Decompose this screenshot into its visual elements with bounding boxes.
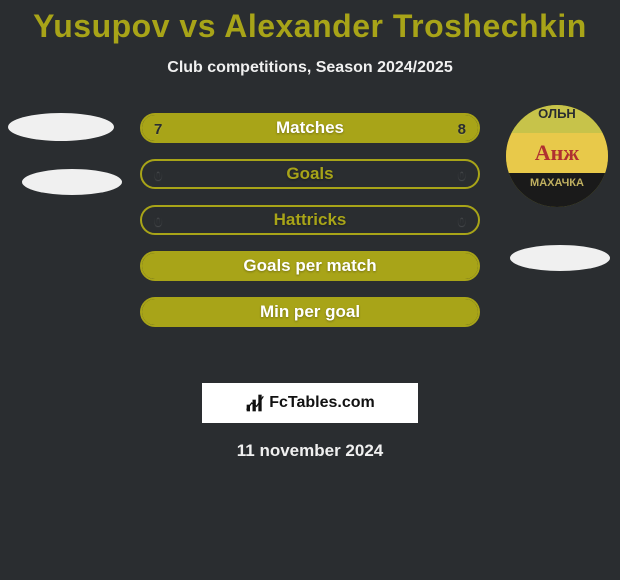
stat-bar: 7 8 Matches	[140, 113, 480, 143]
stat-bar: Min per goal	[140, 297, 480, 327]
badge-text-mid: Анж	[506, 133, 608, 173]
source-logo-text: FcTables.com	[269, 394, 375, 412]
player-right-avatar: ОЛЬН Анж МАХАЧКА	[502, 105, 612, 271]
club-badge: ОЛЬН Анж МАХАЧКА	[506, 105, 608, 207]
stat-label: Hattricks	[274, 210, 347, 230]
stat-label: Min per goal	[260, 302, 360, 322]
badge-text-bottom: МАХАЧКА	[506, 173, 608, 207]
stat-label: Matches	[276, 118, 344, 138]
date-text: 11 november 2024	[0, 441, 620, 461]
stat-bar: 0 0 Goals	[140, 159, 480, 189]
stat-bars: 7 8 Matches 0 0 Goals 0 0 Hattricks Goals per mat…	[140, 113, 480, 343]
stat-label: Goals per match	[243, 256, 376, 276]
avatar-placeholder-ellipse	[22, 169, 122, 195]
subtitle: Club competitions, Season 2024/2025	[0, 59, 620, 77]
stat-bar: 0 0 Hattricks	[140, 205, 480, 235]
stat-value-right: 0	[458, 207, 466, 235]
bar-chart-icon	[245, 393, 265, 413]
stat-value-left: 0	[154, 207, 162, 235]
stat-bar: Goals per match	[140, 251, 480, 281]
avatar-placeholder-ellipse	[8, 113, 114, 141]
player-left-avatar	[8, 105, 118, 195]
stat-value-right: 8	[458, 115, 466, 143]
stat-label: Goals	[286, 164, 333, 184]
avatar-placeholder-ellipse	[510, 245, 610, 271]
comparison-main: ОЛЬН Анж МАХАЧКА 7 8 Matches 0 0 Goals 0 0 Hattr…	[0, 105, 620, 365]
badge-text-top: ОЛЬН	[506, 105, 608, 133]
stat-value-right: 0	[458, 161, 466, 189]
stat-value-left: 0	[154, 161, 162, 189]
source-logo: FcTables.com	[202, 383, 418, 423]
page-title: Yusupov vs Alexander Troshechkin	[0, 0, 620, 45]
stat-value-left: 7	[154, 115, 162, 143]
